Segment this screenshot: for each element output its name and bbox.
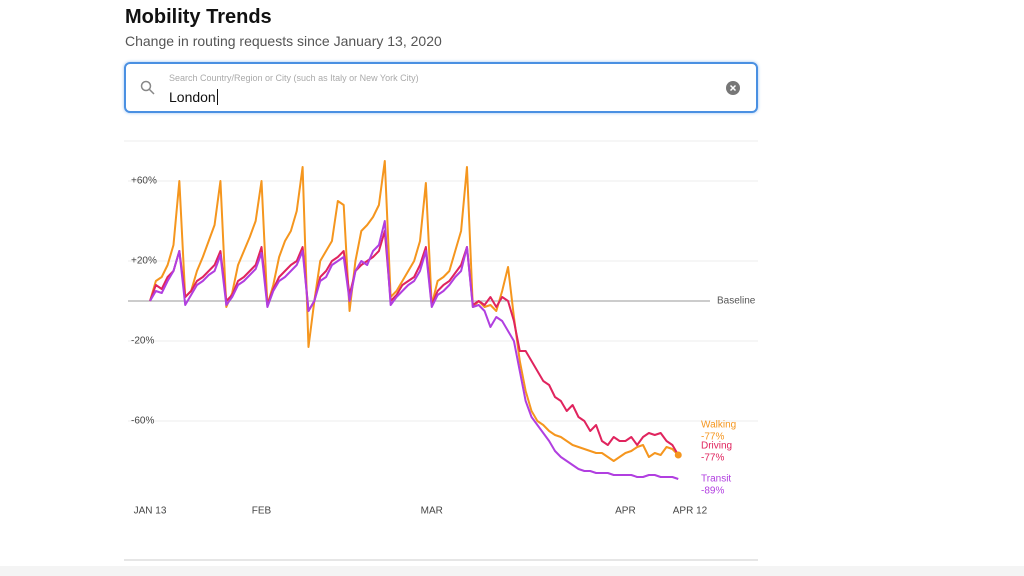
page-subtitle: Change in routing requests since January… bbox=[125, 33, 442, 49]
legend-name: Driving bbox=[701, 441, 732, 452]
y-tick-label: +20% bbox=[131, 256, 157, 267]
series-line bbox=[149, 220, 679, 480]
page-title: Mobility Trends bbox=[125, 6, 272, 28]
search-placeholder: Search Country/Region or City (such as I… bbox=[169, 73, 419, 83]
clear-button[interactable] bbox=[726, 81, 740, 95]
x-tick-label: FEB bbox=[252, 506, 272, 517]
x-tick-label: APR 12 bbox=[673, 506, 708, 517]
search-value[interactable]: London bbox=[169, 89, 218, 105]
x-tick-label: JAN 13 bbox=[134, 506, 167, 517]
x-tick-label: MAR bbox=[421, 506, 443, 517]
end-label: -77% bbox=[701, 453, 724, 464]
footer-band bbox=[0, 566, 1024, 576]
x-tick-label: APR bbox=[615, 506, 636, 517]
y-tick-label: +60% bbox=[131, 176, 157, 187]
y-tick-label: -20% bbox=[131, 336, 154, 347]
series-line bbox=[149, 230, 680, 456]
search-box[interactable]: Search Country/Region or City (such as I… bbox=[124, 62, 758, 113]
end-label: -77% bbox=[701, 432, 724, 443]
search-icon bbox=[140, 80, 155, 95]
legend-name: Walking bbox=[701, 420, 736, 431]
end-label: -89% bbox=[701, 486, 724, 497]
y-tick-label: Baseline bbox=[717, 296, 756, 307]
end-dot bbox=[674, 451, 682, 459]
y-tick-label: -60% bbox=[131, 416, 154, 427]
legend-name: Transit bbox=[701, 474, 731, 485]
series-line bbox=[149, 160, 679, 462]
